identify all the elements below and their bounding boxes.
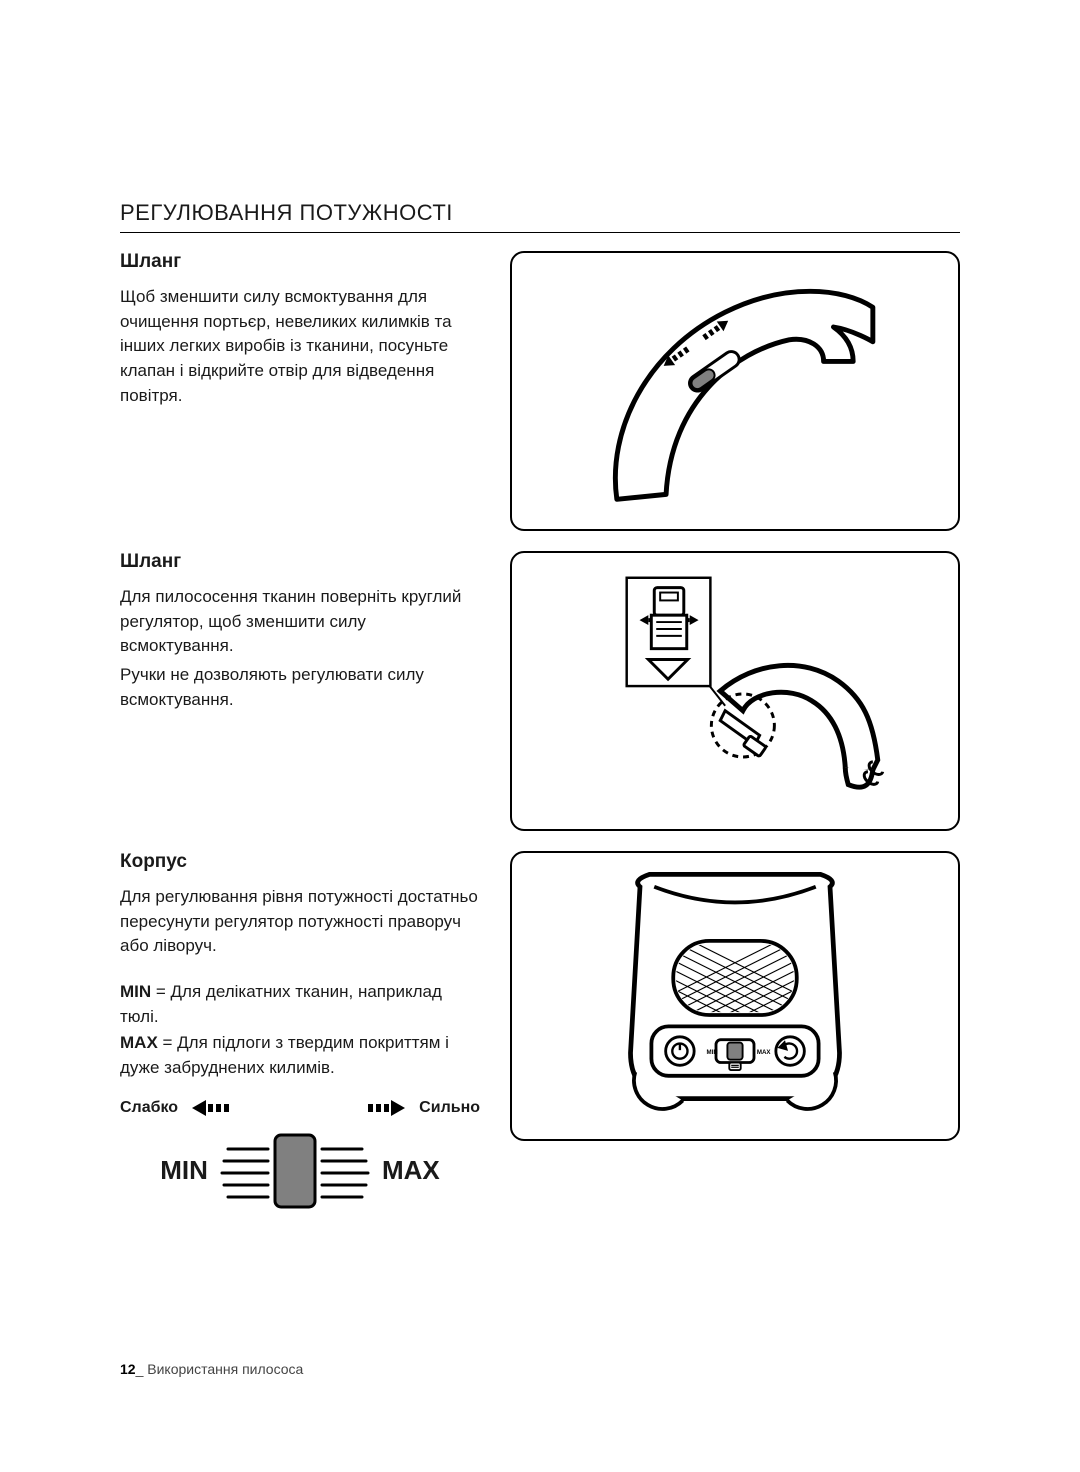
body-text-a: Щоб зменшити силу всмоктування для очище…	[120, 285, 480, 408]
strong-label: Сильно	[419, 1099, 480, 1117]
heading-hose-2: Шланг	[120, 551, 480, 573]
weak-label: Слабко	[120, 1099, 178, 1117]
slider-icon	[220, 1131, 370, 1211]
heading-hose-1: Шланг	[120, 251, 480, 273]
footer-text: Використання пилососа	[147, 1361, 303, 1377]
col-fig-b	[510, 551, 960, 831]
page-number: 12	[120, 1361, 136, 1377]
figure-vacuum-body: MIN MAX	[510, 851, 960, 1141]
min-text: = Для делікатних тканин, наприклад тюлі.	[120, 982, 442, 1027]
col-text-c: Корпус Для регулювання рівня потужності …	[120, 851, 480, 1211]
weak-strong-row: Слабко Сильно	[120, 1099, 480, 1117]
row-hose-2: Шланг Для пилососення тканин поверніть к…	[120, 551, 960, 831]
dial-min-label: MIN	[707, 1049, 719, 1056]
big-slider-graphic: MIN MAX	[120, 1131, 480, 1211]
text-b1: Для пилососення тканин поверніть круглий…	[120, 585, 480, 659]
figure-hose-dial	[510, 551, 960, 831]
col-text-b: Шланг Для пилососення тканин поверніть к…	[120, 551, 480, 831]
arrow-left-icon	[192, 1099, 240, 1117]
section-title: РЕГУЛЮВАННЯ ПОТУЖНОСТІ	[120, 200, 960, 233]
footer-sep: _	[136, 1361, 148, 1377]
text-a: Щоб зменшити силу всмоктування для очище…	[120, 285, 480, 408]
col-text-a: Шланг Щоб зменшити силу всмоктування для…	[120, 251, 480, 531]
heading-body: Корпус	[120, 851, 480, 873]
hose-handle-icon	[522, 263, 948, 519]
body-text-b: Для пилососення тканин поверніть круглий…	[120, 585, 480, 712]
page-footer: 12_ Використання пилососа	[120, 1361, 303, 1377]
min-line: MIN = Для делікатних тканин, наприклад т…	[120, 979, 480, 1030]
body-text-c: Для регулювання рівня потужності достатн…	[120, 885, 480, 959]
page-content: РЕГУЛЮВАННЯ ПОТУЖНОСТІ Шланг Щоб зменшит…	[120, 200, 960, 1211]
col-fig-a	[510, 251, 960, 531]
min-label: MIN	[120, 982, 151, 1001]
hose-dial-icon	[522, 563, 948, 819]
max-line: MAX = Для підлоги з твердим покриттям і …	[120, 1030, 480, 1081]
text-c: Для регулювання рівня потужності достатн…	[120, 885, 480, 959]
figure-hose-handle	[510, 251, 960, 531]
col-fig-c: MIN MAX	[510, 851, 960, 1211]
row-body: Корпус Для регулювання рівня потужності …	[120, 851, 960, 1211]
min-max-desc: MIN = Для делікатних тканин, наприклад т…	[120, 979, 480, 1081]
vacuum-body-icon: MIN MAX	[522, 863, 948, 1129]
max-label: MAX	[120, 1033, 158, 1052]
dial-max-label: MAX	[757, 1049, 772, 1056]
big-max-label: MAX	[382, 1155, 440, 1186]
big-min-label: MIN	[160, 1155, 208, 1186]
max-text: = Для підлоги з твердим покриттям і дуже…	[120, 1033, 449, 1078]
row-hose-1: Шланг Щоб зменшити силу всмоктування для…	[120, 251, 960, 531]
text-b2: Ручки не дозволяють регулювати силу всмо…	[120, 663, 480, 712]
arrow-right-icon	[357, 1099, 405, 1117]
